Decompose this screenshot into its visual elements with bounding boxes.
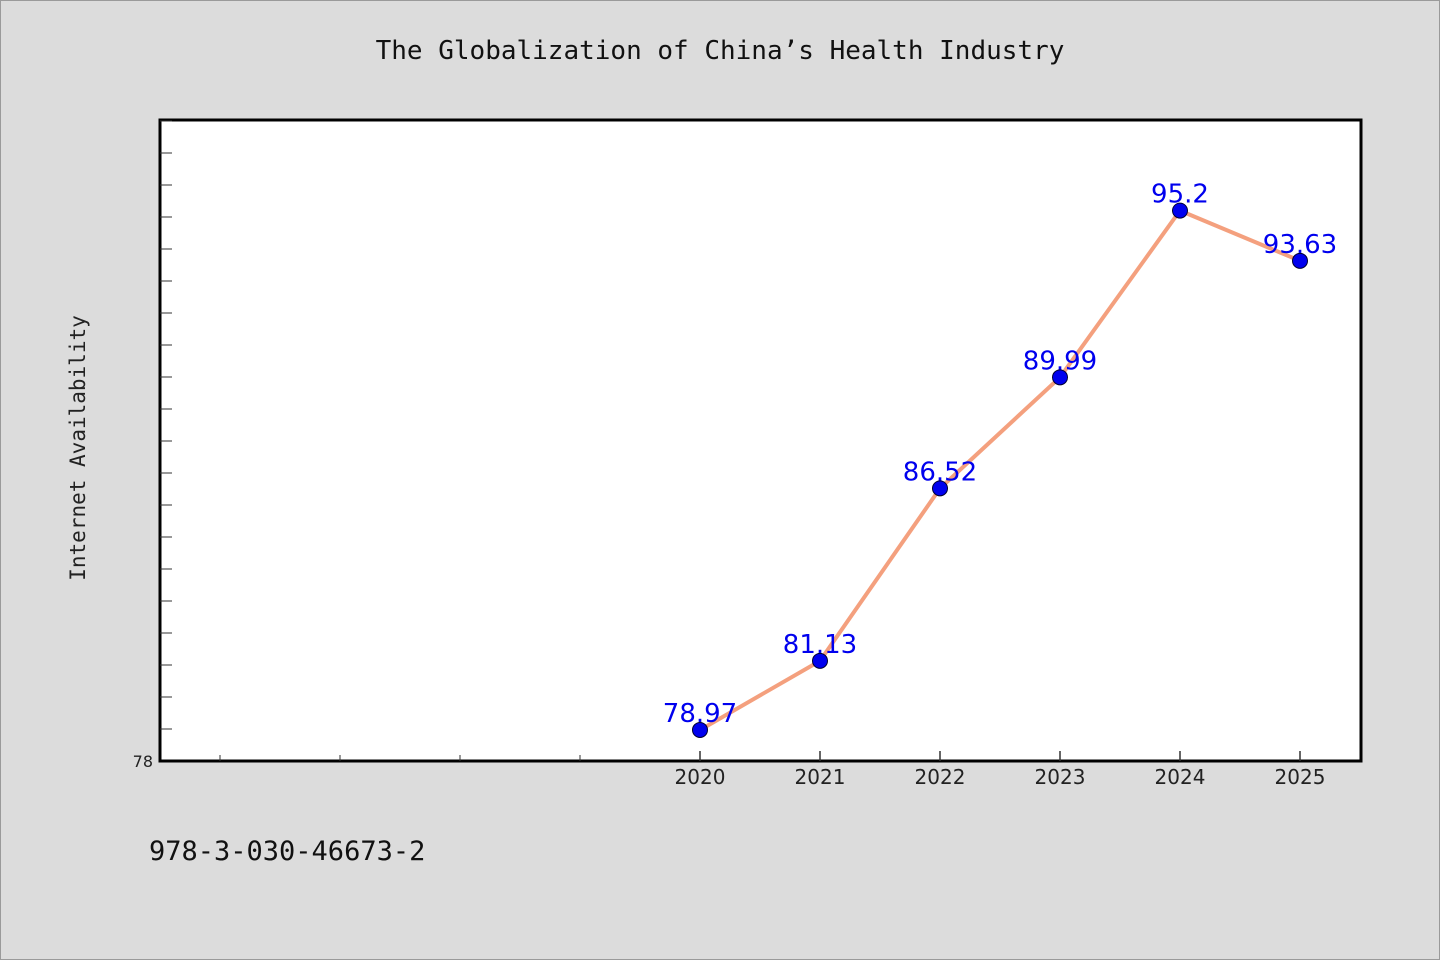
chart-title: The Globalization of China’s Health Indu… [375,36,1065,66]
data-label: 86.52 [903,457,977,487]
data-label: 78.97 [663,699,737,729]
data-label: 81.13 [783,630,857,660]
data-point [1172,202,1188,219]
data-point [1052,369,1068,386]
x-tick-label: 2022 [915,765,966,789]
x-tick-label: 2021 [795,765,846,789]
data-point [692,721,708,738]
plot-area [158,118,1363,763]
data-point [812,652,828,669]
y-tick-label: 78 [133,752,153,771]
x-tick-label: 2020 [675,765,726,789]
data-label: 95.2 [1151,180,1209,210]
data-point [1292,252,1308,269]
series-line [698,208,1302,732]
footer-identifier: 978-3-030-46673-2 [149,836,426,867]
x-tick-label: 2024 [1155,765,1206,789]
x-tick-label: 2023 [1035,765,1086,789]
data-label: 93.63 [1263,230,1337,260]
x-tick-label: 2025 [1275,765,1326,789]
data-label: 89.99 [1023,346,1097,376]
data-point [932,480,948,497]
